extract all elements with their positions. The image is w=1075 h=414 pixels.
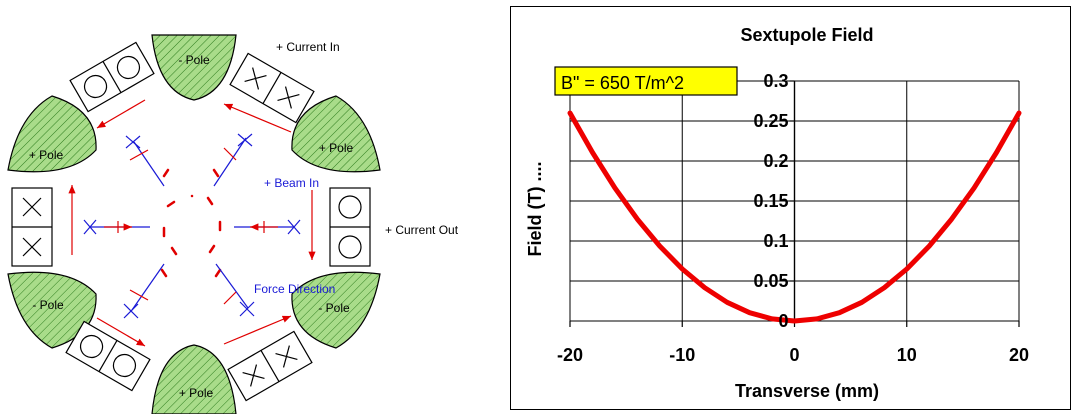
chart-title: Sextupole Field <box>740 25 873 45</box>
pole-bottom: + Pole <box>151 344 237 414</box>
beam-in-label: + Beam In <box>264 176 319 190</box>
chart-series <box>567 110 1022 324</box>
center-force-marks <box>160 168 222 278</box>
pole-upper-left-label: + Pole <box>29 148 64 162</box>
pole-upper-right: + Pole <box>291 95 381 173</box>
x-tick-label: -20 <box>557 345 583 365</box>
current-out-circle-icon <box>338 195 362 219</box>
coil-right <box>329 187 371 267</box>
y-tick-label: 0.15 <box>753 191 788 211</box>
current-out-circle-icon <box>116 55 141 80</box>
x-tick-label: 0 <box>789 345 799 365</box>
x-tick-label: 10 <box>897 345 917 365</box>
pole-upper-left: + Pole <box>7 95 97 173</box>
y-tick-label: 0.3 <box>763 71 788 91</box>
y-tick-label: 0.1 <box>763 231 788 251</box>
y-tick-label: 0 <box>778 311 788 331</box>
current-out-circle-icon <box>79 334 104 359</box>
chart-tick-labels: 0 0.05 0.1 0.15 0.2 0.25 0.3 -20 -10 0 10 20 <box>557 71 1029 365</box>
flux-arrows <box>68 99 316 347</box>
current-in-cross-icon <box>22 197 42 257</box>
current-out-label: + Current Out <box>385 223 459 237</box>
pole-lower-left-label: - Pole <box>32 298 64 312</box>
pole-top: - Pole <box>151 34 237 101</box>
current-in-cross-icon <box>244 67 300 109</box>
sextupole-magnet-diagram: - Pole + Pole + Pole + Pole - Pole - Pol… <box>7 34 459 414</box>
x-tick-label: 20 <box>1009 345 1029 365</box>
y-axis-label: Field (T) .... <box>525 162 545 257</box>
annotation-text: B" = 650 T/m^2 <box>561 73 684 93</box>
pole-lower-right-label: - Pole <box>318 301 350 315</box>
x-axis-label: Transverse (mm) <box>735 381 879 401</box>
chart-axes <box>569 80 1020 327</box>
coil-lower-right <box>227 330 313 402</box>
current-out-circle-icon <box>83 74 108 99</box>
y-tick-label: 0.25 <box>753 111 788 131</box>
coil-upper-right <box>229 52 315 124</box>
force-direction-label: Force Direction <box>254 282 335 296</box>
sextupole-field-chart: Sextupole Field 0 0.05 0.1 0.15 0.2 0.25 0.3 -2… <box>510 6 1071 410</box>
pole-upper-right-label: + Pole <box>319 141 354 155</box>
pole-bottom-label: + Pole <box>179 386 214 400</box>
field-vectors <box>83 133 301 319</box>
x-tick-label: -10 <box>669 345 695 365</box>
current-out-circle-icon <box>338 235 362 259</box>
current-in-label: + Current In <box>276 40 340 54</box>
pole-lower-right: - Pole <box>291 271 381 349</box>
current-in-cross-icon <box>242 345 298 387</box>
coil-left <box>11 187 53 267</box>
coil-lower-left <box>65 320 151 392</box>
y-tick-label: 0.2 <box>763 151 788 171</box>
series-line <box>567 110 1022 324</box>
chart-canvas: Sextupole Field 0 0.05 0.1 0.15 0.2 0.25 0.3 -2… <box>525 25 1029 401</box>
current-out-circle-icon <box>112 353 137 378</box>
force-arrow-marks <box>104 147 278 305</box>
annotation-box: B" = 650 T/m^2 <box>554 66 738 96</box>
y-tick-label: 0.05 <box>753 271 788 291</box>
pole-top-label: - Pole <box>178 53 210 67</box>
coil-upper-left <box>69 41 155 113</box>
